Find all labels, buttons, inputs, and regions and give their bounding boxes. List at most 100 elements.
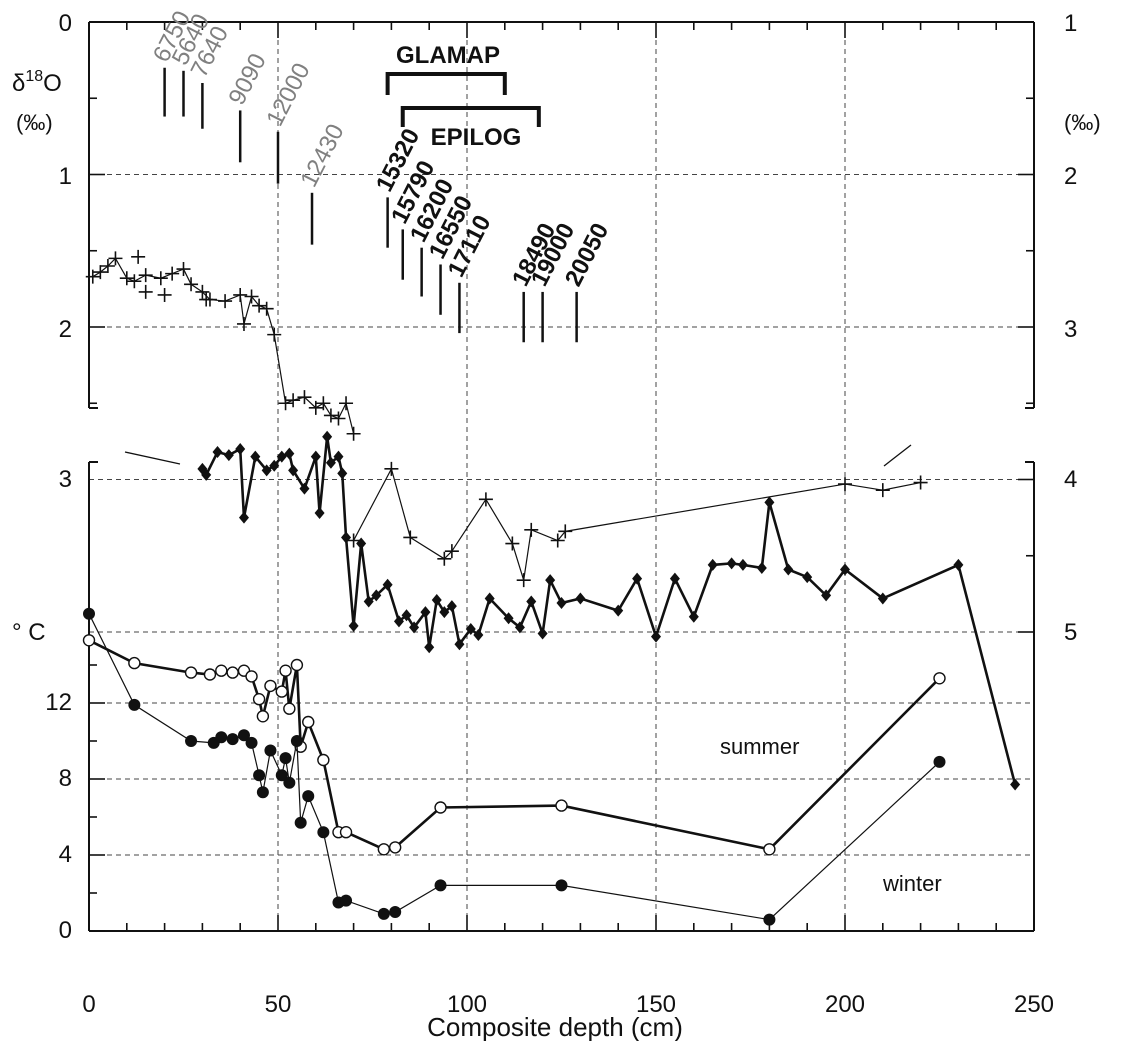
- winter-point: [377, 907, 390, 920]
- diamond-point: [726, 557, 737, 570]
- diamond-point: [484, 592, 495, 605]
- summer-point: [264, 679, 277, 693]
- summer-point: [252, 693, 266, 706]
- winter-point: [279, 752, 292, 765]
- plus-point: [346, 533, 361, 548]
- diamond-point: [446, 600, 457, 613]
- right-d18o-unit: (‰): [1064, 110, 1101, 135]
- summer-label: summer: [720, 734, 799, 759]
- plus-point: [244, 289, 259, 304]
- diamond-point: [201, 468, 212, 481]
- diamond-point: [821, 589, 832, 602]
- diamond-point: [877, 592, 888, 605]
- winter-label: winter: [882, 871, 942, 896]
- diamond-point: [212, 446, 223, 459]
- summer-point: [339, 826, 353, 839]
- plus-point: [138, 284, 153, 299]
- diamond-point: [651, 630, 661, 643]
- plus-point: [346, 426, 361, 441]
- left-d18o-tick-label: 1: [59, 163, 72, 190]
- diamond-point: [669, 572, 680, 585]
- glamap-label: GLAMAP: [396, 42, 500, 69]
- plus-point: [85, 269, 100, 284]
- right-d18o-tick-label: 4: [1064, 466, 1077, 493]
- plus-point: [176, 262, 191, 277]
- gridlines: [89, 21, 1034, 931]
- left-d18o-unit: (‰): [16, 110, 53, 135]
- plus-point: [316, 396, 331, 411]
- winter-point: [763, 913, 776, 926]
- diamond-point: [613, 604, 624, 617]
- left-d18o-axis-title: δ18O: [12, 68, 62, 97]
- plus-point: [323, 408, 338, 423]
- diamond-point: [348, 619, 359, 632]
- right-d18o-tick-label: 2: [1064, 163, 1077, 190]
- diamond-point: [575, 592, 586, 605]
- diamond-point: [356, 537, 367, 550]
- plus-point: [267, 327, 282, 342]
- diamond-point: [393, 615, 404, 628]
- plus-point: [259, 301, 274, 316]
- diamond-point: [238, 511, 249, 524]
- winter-point: [245, 736, 258, 749]
- left-d18o-tick-label: 2: [59, 316, 72, 343]
- summer-point: [203, 668, 217, 681]
- left-d18o-tick-label: 3: [59, 466, 72, 493]
- diamond-point: [537, 627, 548, 640]
- x-tick-label: 250: [1014, 991, 1054, 1018]
- diamond-point: [764, 496, 775, 509]
- diamond-point: [401, 609, 412, 622]
- x-tick-label: 200: [825, 991, 865, 1018]
- winter-point: [340, 894, 353, 907]
- summer-point: [377, 843, 391, 856]
- summer-point: [317, 753, 330, 767]
- diamond-point: [409, 621, 420, 634]
- winter-point: [128, 698, 141, 711]
- plus-point: [524, 522, 539, 537]
- plus-point: [199, 292, 214, 307]
- connector-stroke: [883, 444, 912, 467]
- temperature-tick-label: 0: [59, 917, 72, 944]
- glamap-bracket: [385, 72, 507, 95]
- plus-point: [100, 259, 115, 273]
- winter-series-line: [88, 613, 940, 921]
- plus-point: [131, 249, 146, 264]
- plus-point: [127, 274, 142, 289]
- diamond-point: [756, 561, 767, 574]
- plus-point: [233, 287, 248, 302]
- diamond-point: [514, 621, 525, 634]
- axes-frame: [88, 21, 1035, 932]
- plus-point: [308, 400, 323, 415]
- winter-point: [302, 790, 315, 803]
- data-series: [82, 249, 1021, 926]
- winter-point: [933, 755, 946, 768]
- diamond-point: [363, 595, 374, 608]
- plus-point: [278, 396, 293, 411]
- winter-point: [226, 733, 239, 746]
- diamond-point: [322, 430, 333, 443]
- plus-point: [550, 533, 565, 548]
- diamond-point: [333, 450, 344, 463]
- diamond-point: [802, 571, 813, 584]
- right-d18o-tick-label: 1: [1064, 10, 1077, 37]
- plus-point: [153, 271, 168, 286]
- diamond-point: [688, 610, 699, 623]
- diamond-point: [288, 464, 299, 477]
- diamond-point: [223, 449, 234, 462]
- diamond-point: [737, 558, 748, 571]
- right-d18o-tick-label: 5: [1064, 619, 1077, 646]
- summer-point: [290, 658, 304, 672]
- diamond-point: [337, 467, 348, 480]
- plus-point: [184, 277, 199, 292]
- plus-point: [165, 266, 180, 281]
- winter-point: [275, 769, 288, 782]
- summer-point: [256, 710, 270, 723]
- winter-point: [256, 786, 269, 799]
- axis-ticks: [88, 21, 1035, 932]
- plus-point: [286, 393, 301, 408]
- diamond-point: [284, 447, 295, 460]
- plus-point: [252, 298, 267, 313]
- winter-point: [185, 735, 198, 747]
- diamond-point: [420, 606, 431, 619]
- plus-point: [838, 477, 852, 492]
